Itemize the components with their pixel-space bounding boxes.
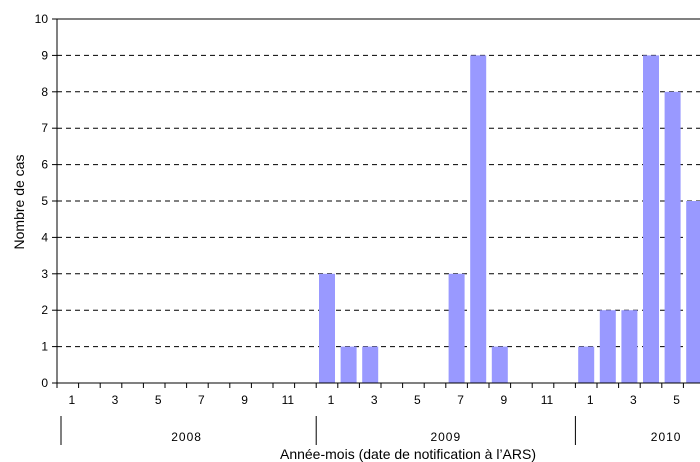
year-label-2008: 2008 — [171, 430, 202, 444]
year-label-2010: 2010 — [651, 430, 682, 444]
x-tick-label-17: 5 — [414, 393, 421, 407]
x-tick-label-27: 3 — [630, 393, 637, 407]
bar-21 — [491, 346, 508, 383]
y-tick-label-4: 4 — [41, 230, 48, 244]
x-tick-label-5: 5 — [155, 393, 162, 407]
y-axis-title: Nombre de cas — [11, 155, 27, 250]
x-tick-label-11: 11 — [282, 393, 295, 407]
x-tick-label-19: 7 — [457, 393, 464, 407]
bar-25 — [578, 346, 595, 383]
bar-19 — [448, 273, 465, 383]
y-tick-label-3: 3 — [41, 267, 48, 281]
bar-14 — [340, 346, 357, 383]
x-tick-label-29: 5 — [673, 393, 680, 407]
bar-29 — [664, 91, 681, 384]
y-tick-labels: 0 1 2 3 4 5 6 7 8 9 10 — [35, 12, 49, 390]
y-tick-label-5: 5 — [41, 194, 48, 208]
bars — [319, 55, 700, 384]
x-tick-label-9: 9 — [241, 393, 248, 407]
x-tick-label-25: 1 — [587, 393, 594, 407]
axes — [52, 18, 700, 445]
x-axis-title: Année-mois (date de notification à l’ARS… — [280, 446, 536, 462]
y-tick-label-2: 2 — [41, 303, 48, 317]
bar-20 — [470, 55, 487, 384]
y-tick-label-1: 1 — [41, 340, 48, 354]
bar-13 — [319, 273, 335, 383]
y-tick-label-7: 7 — [41, 121, 48, 135]
y-tick-label-6: 6 — [41, 158, 48, 172]
bar-27 — [621, 310, 638, 383]
x-tick-labels: 1 3 5 7 9 11 1 3 5 7 9 11 1 3 5 — [68, 393, 680, 407]
y-tick-label-10: 10 — [35, 12, 49, 26]
x-tick-label-3: 3 — [112, 393, 119, 407]
y-tick-label-8: 8 — [41, 85, 48, 99]
x-tick-label-23: 11 — [541, 393, 554, 407]
gridlines — [57, 18, 700, 348]
y-tick-label-0: 0 — [41, 376, 48, 390]
x-tick-label-15: 3 — [371, 393, 378, 407]
x-tick-label-7: 7 — [198, 393, 205, 407]
year-label-2009: 2009 — [430, 430, 461, 444]
year-labels: 2008 2009 2010 — [171, 430, 682, 444]
bar-30 — [686, 201, 700, 383]
bar-15 — [362, 346, 379, 383]
x-tick-label-1: 1 — [68, 393, 75, 407]
x-tick-label-13: 1 — [328, 393, 335, 407]
y-tick-label-9: 9 — [41, 48, 48, 62]
bar-28 — [643, 55, 659, 384]
bar-26 — [599, 310, 616, 383]
x-tick-label-21: 9 — [500, 393, 507, 407]
